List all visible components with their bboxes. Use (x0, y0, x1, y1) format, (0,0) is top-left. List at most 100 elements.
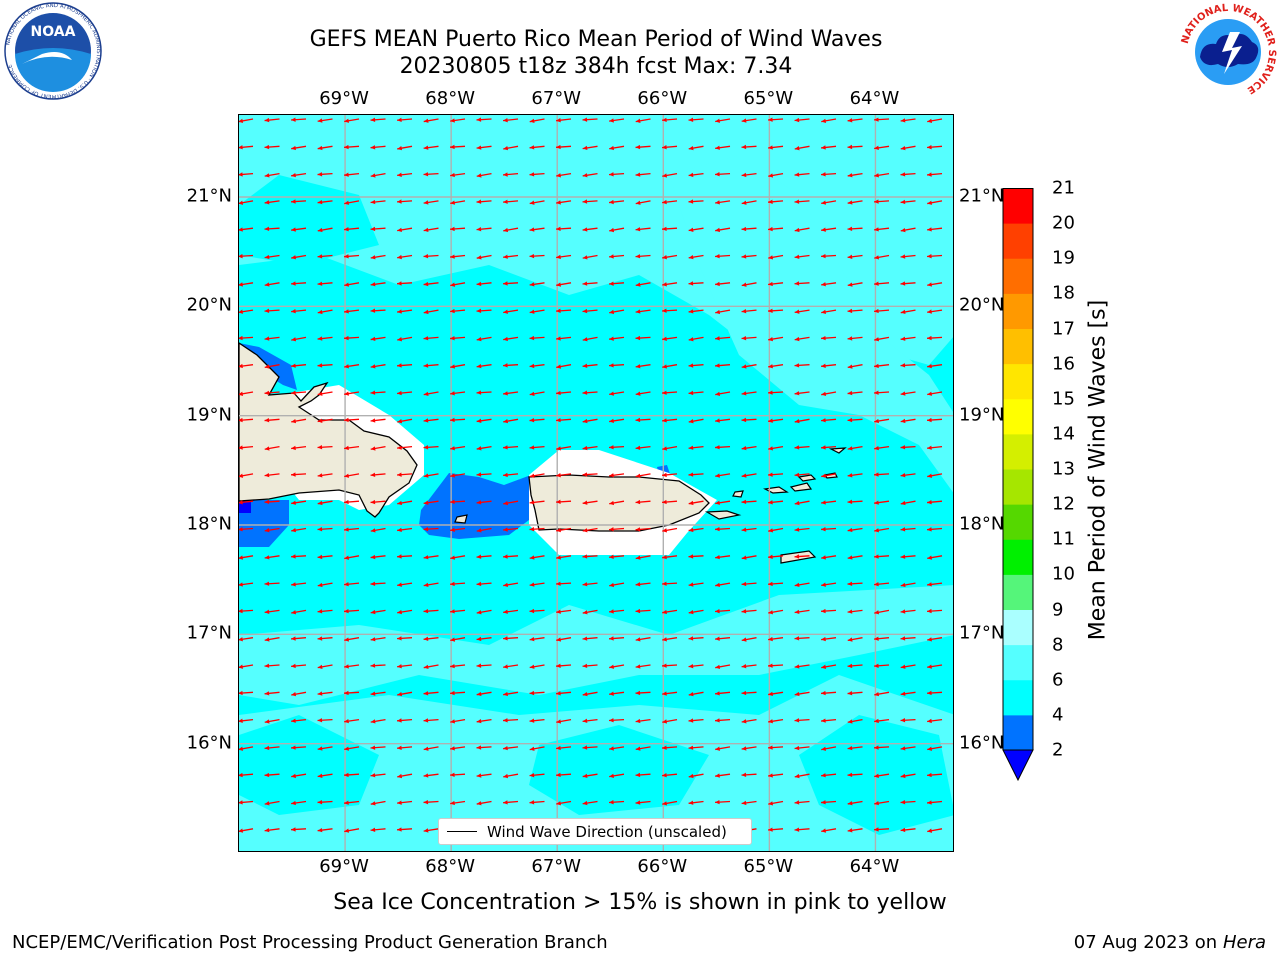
wind-wave-arrow (821, 746, 837, 751)
wind-wave-arrow (343, 499, 360, 505)
wind-wave-arrow (741, 118, 757, 123)
wind-wave-arrow (768, 527, 784, 533)
wind-wave-arrow (344, 637, 360, 642)
lat-tick-label-right: 17°N (959, 622, 1005, 644)
wind-wave-arrow (768, 718, 784, 724)
wind-wave-arrow (821, 473, 837, 478)
wind-wave-arrow (821, 555, 837, 560)
wind-wave-arrow (768, 145, 784, 150)
wind-wave-arrow (476, 500, 492, 505)
wind-wave-arrow (794, 472, 810, 478)
wind-wave-arrow (847, 609, 863, 614)
wind-wave-arrow (370, 527, 386, 533)
wind-wave-arrow (900, 363, 916, 368)
wind-wave-arrow (794, 172, 810, 177)
wind-wave-arrow (847, 527, 863, 533)
wind-wave-arrow (900, 746, 916, 751)
wind-wave-arrow (847, 828, 863, 833)
wind-wave-arrow (741, 417, 757, 423)
wind-wave-arrow (688, 527, 704, 533)
wind-wave-arrow (582, 445, 598, 451)
wind-wave-arrow (450, 473, 466, 478)
wind-wave-arrow (820, 172, 837, 177)
wind-wave-arrow (529, 555, 545, 560)
wind-wave-arrow (396, 718, 413, 723)
wind-wave-arrow (291, 527, 307, 533)
wind-wave-arrow (821, 309, 837, 314)
lon-tick-label-bottom: 66°W (637, 856, 688, 877)
wind-wave-arrow (768, 418, 784, 423)
wind-wave-arrow (397, 390, 413, 396)
wind-wave-arrow (715, 500, 731, 505)
wind-wave-arrow (768, 172, 784, 178)
wind-wave-arrow (847, 118, 863, 123)
wind-wave-arrow (449, 690, 466, 696)
wind-wave-arrow (874, 718, 890, 724)
map-panel (238, 114, 954, 852)
wind-wave-arrow (927, 582, 943, 587)
wind-wave-arrow (662, 554, 678, 560)
wind-wave-arrow (794, 773, 810, 779)
wind-wave-arrow (423, 363, 439, 368)
wind-wave-arrow (873, 472, 890, 477)
wind-wave-arrow (609, 500, 625, 506)
lat-tick-label-right: 20°N (959, 294, 1005, 316)
wind-wave-arrow (476, 718, 492, 724)
colorbar-tick-label: 12 (1052, 493, 1075, 515)
wind-wave-arrow (556, 172, 572, 178)
wind-wave-arrow (291, 418, 307, 424)
wind-wave-arrow (503, 145, 519, 151)
wind-wave-arrow (397, 254, 413, 260)
wind-wave-arrow (900, 773, 916, 779)
wind-wave-arrow (397, 500, 413, 506)
wind-wave-arrow (609, 473, 625, 478)
wind-wave-arrow (715, 145, 731, 150)
wind-wave-arrow (370, 499, 386, 505)
wind-wave-arrow (370, 581, 386, 586)
colorbar-tick-label: 10 (1052, 563, 1075, 585)
wind-wave-arrow (317, 527, 333, 532)
wind-wave-arrow (847, 772, 863, 778)
wind-wave-arrow (449, 144, 466, 150)
wind-wave-arrow (344, 309, 360, 314)
wind-wave-arrow (874, 418, 890, 424)
wind-wave-arrow (556, 800, 572, 806)
wind-wave-arrow (635, 527, 651, 532)
wind-wave-arrow (239, 746, 254, 751)
wind-wave-arrow (582, 609, 598, 615)
wind-wave-arrow (555, 663, 572, 668)
nws-logo: NATIONAL WEATHER SERVICE (1180, 3, 1277, 99)
wind-wave-arrow (370, 199, 386, 205)
wind-wave-arrow (556, 473, 572, 478)
wind-wave-arrow (239, 637, 254, 642)
wind-wave-arrow (767, 308, 784, 313)
wind-wave-arrow (503, 773, 519, 779)
wind-wave-arrow (423, 582, 439, 587)
wind-wave-arrow (343, 335, 360, 341)
wind-wave-arrow (900, 473, 916, 478)
wind-wave-arrow (502, 800, 519, 805)
wind-wave-arrow (370, 800, 386, 806)
wind-wave-arrow (343, 254, 360, 259)
wind-wave-arrow (741, 690, 757, 696)
wind-wave-arrow (503, 336, 519, 342)
wind-wave-arrow (291, 800, 307, 806)
wind-wave-arrow (582, 745, 598, 750)
wind-wave-arrow (423, 118, 439, 123)
wind-wave-arrow (396, 827, 413, 832)
wind-wave-arrow (662, 800, 678, 806)
wind-wave-arrow (847, 172, 863, 178)
wind-wave-arrow (927, 499, 943, 505)
wind-wave-arrow (821, 282, 837, 287)
colorbar-segment (1003, 398, 1033, 435)
wind-wave-arrow (609, 227, 625, 233)
wind-wave-arrow (450, 172, 466, 178)
wind-wave-arrow (741, 718, 757, 724)
wind-wave-arrow (290, 554, 307, 559)
wind-wave-arrow (397, 172, 413, 177)
wind-wave-arrow (714, 445, 731, 450)
wind-wave-arrow (317, 500, 333, 506)
wind-wave-arrow (609, 254, 625, 259)
wind-wave-arrow (635, 364, 651, 369)
wind-wave-arrow (396, 363, 413, 368)
